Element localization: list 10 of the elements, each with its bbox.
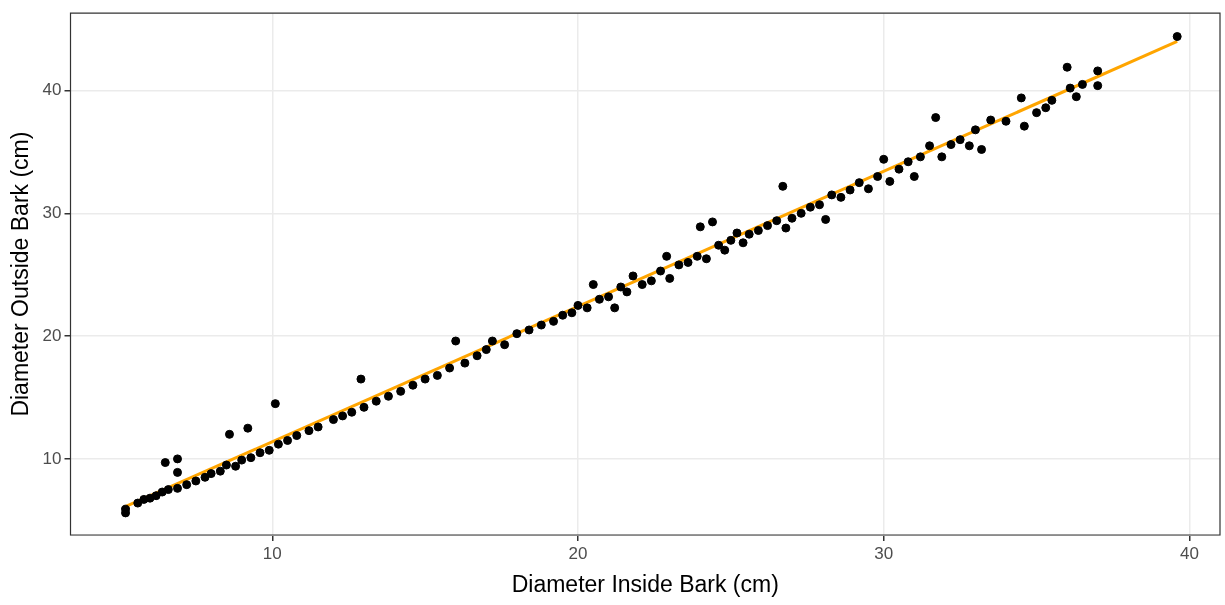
x-tick-label: 30: [874, 543, 894, 563]
y-tick-label: 20: [42, 325, 62, 345]
y-tick-label: 30: [42, 203, 62, 223]
x-axis-title: Diameter Inside Bark (cm): [511, 570, 779, 597]
x-tick-label: 40: [1179, 543, 1199, 563]
x-tick-label: 10: [262, 543, 282, 563]
y-tick-label: 40: [42, 80, 62, 100]
y-axis-title: Diameter Outside Bark (cm): [7, 131, 34, 417]
x-tick-label: 20: [568, 543, 588, 563]
y-tick-label: 10: [42, 448, 62, 468]
